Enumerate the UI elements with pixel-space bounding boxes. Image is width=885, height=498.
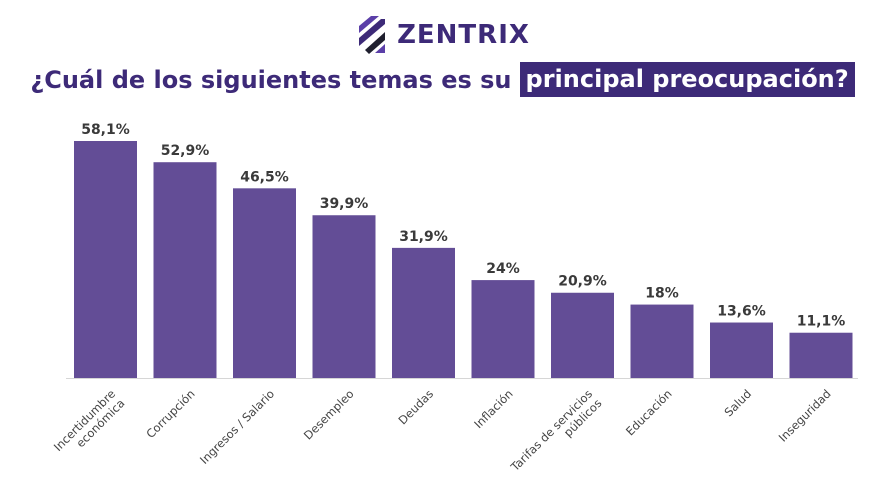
category-label: Deudas <box>395 387 436 428</box>
brand-logo: ZENTRIX <box>0 10 885 60</box>
category-label: Incertidumbreeconómica <box>51 387 128 464</box>
bar <box>630 304 694 378</box>
bar-value-label: 52,9% <box>161 143 210 159</box>
bar <box>233 188 296 378</box>
bar-value-label: 39,9% <box>320 196 369 212</box>
bar-value-label: 18% <box>645 286 679 302</box>
brand-name: ZENTRIX <box>397 20 530 50</box>
bar-value-label: 20,9% <box>558 274 607 290</box>
bar-value-label: 24% <box>486 261 520 277</box>
category-label: Ingresos / Salario <box>197 387 277 467</box>
bar <box>392 247 455 378</box>
bar-value-label: 46,5% <box>240 169 289 185</box>
category-label: Corrupción <box>143 387 197 441</box>
bar <box>551 292 614 378</box>
zentrix-logo-icon <box>359 16 386 54</box>
chart-title-highlight: principal preocupación? <box>519 62 855 97</box>
chart-title-prefix: ¿Cuál de los siguientes temas es su <box>30 65 512 94</box>
bar-value-label: 13,6% <box>717 304 766 320</box>
category-label: Inflación <box>471 387 515 431</box>
category-label: Salud <box>722 387 755 420</box>
bar <box>153 162 217 378</box>
category-label: Tarifas de serviciospúblicos <box>507 387 604 484</box>
bar <box>312 215 376 378</box>
bar <box>710 322 773 378</box>
bar-value-label: 11,1% <box>797 314 846 330</box>
bar <box>789 332 853 378</box>
category-label: Educación <box>623 387 675 439</box>
category-label: Desempleo <box>301 387 357 443</box>
bar-value-label: 31,9% <box>399 229 448 245</box>
bar <box>471 280 535 378</box>
category-label: Inseguridad <box>776 387 834 445</box>
chart-title: ¿Cuál de los siguientes temas es su prin… <box>0 62 885 97</box>
bar-value-label: 58,1% <box>81 122 130 138</box>
bar <box>74 141 137 378</box>
